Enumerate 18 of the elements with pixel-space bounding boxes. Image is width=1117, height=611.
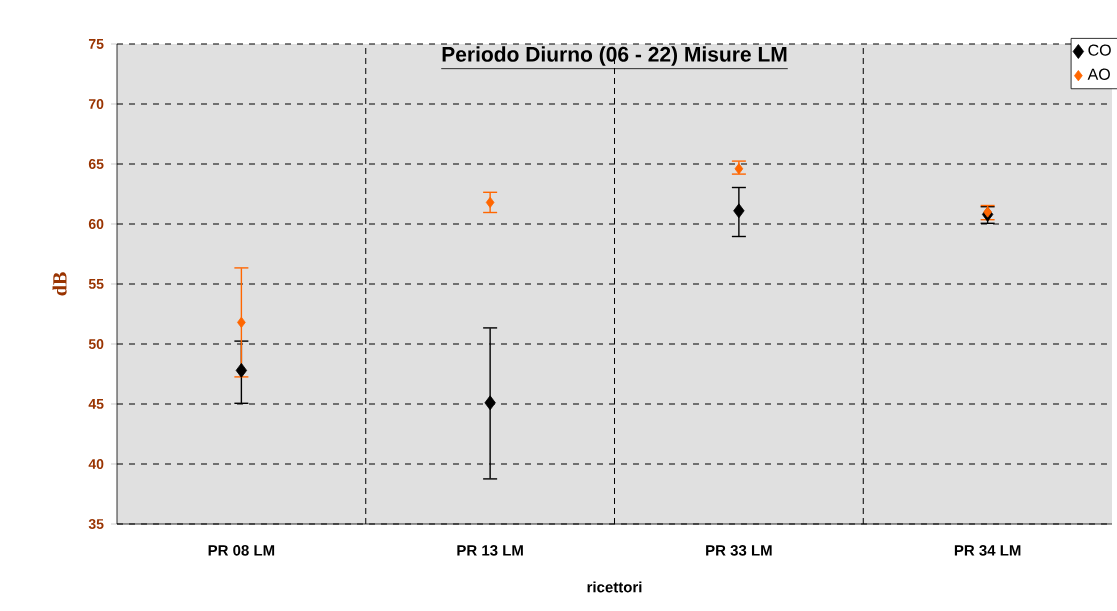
chart-title: Periodo Diurno (06 - 22) Misure LM bbox=[442, 46, 787, 66]
y-tick-label: 55 bbox=[88, 279, 104, 289]
y-tick-label: 45 bbox=[88, 399, 104, 409]
y-tick-label: 75 bbox=[88, 39, 104, 49]
x-tick-label: PR 08 LM bbox=[208, 545, 275, 556]
y-tick-label: 65 bbox=[88, 159, 104, 169]
y-tick-label: 70 bbox=[88, 99, 104, 109]
x-tick-label: PR 34 LM bbox=[954, 545, 1021, 556]
y-tick-label: 40 bbox=[88, 459, 104, 469]
y-axis-title: dB bbox=[52, 272, 67, 296]
x-tick-label: PR 13 LM bbox=[457, 545, 523, 556]
x-axis-title: ricettori bbox=[587, 581, 642, 593]
y-tick-label: 50 bbox=[88, 339, 104, 349]
y-tick-label: 60 bbox=[88, 219, 104, 229]
legend-label: CO bbox=[1088, 44, 1111, 56]
y-tick-label: 35 bbox=[88, 519, 104, 529]
x-tick-label: PR 33 LM bbox=[706, 545, 772, 556]
legend-label: AO bbox=[1087, 68, 1110, 80]
